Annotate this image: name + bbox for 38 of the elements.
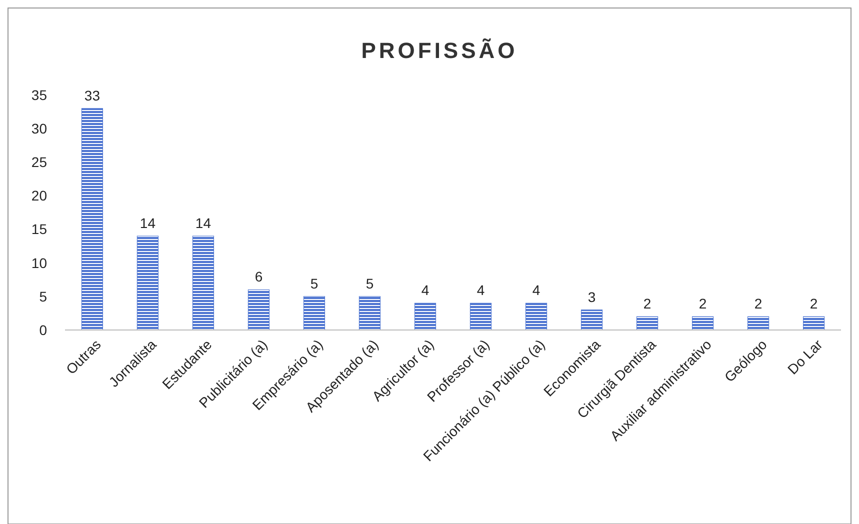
data-label: 14 [195,215,212,231]
data-label: 33 [84,87,100,104]
data-label: 4 [421,282,430,298]
y-tick-label: 15 [31,221,48,238]
bar [580,310,603,330]
data-label: 2 [698,296,707,312]
bar [136,236,159,330]
y-tick-label: 25 [31,154,48,170]
bar [747,316,770,330]
data-label: 14 [140,215,156,231]
data-label: 4 [532,282,540,298]
bar [414,302,436,330]
bar [248,289,270,330]
chart-title: PROFISSÃO [361,38,518,63]
bar [192,236,214,330]
bar [803,316,825,330]
bar [470,302,492,330]
bar [636,316,658,330]
y-tick-label: 30 [31,120,48,136]
bar [358,296,381,330]
bar [303,296,326,330]
bar [81,108,103,330]
y-tick-label: 10 [31,254,48,271]
data-label: 2 [754,296,762,312]
data-label: 4 [476,282,485,298]
data-label: 5 [366,275,374,292]
x-tick-label: Do Lar [784,336,826,378]
data-label: 6 [254,268,263,285]
bar [525,302,548,330]
y-tick-label: 5 [39,288,48,304]
data-label: 5 [310,275,318,292]
data-label: 2 [810,296,818,312]
y-tick-label: 0 [39,322,48,338]
data-label: 3 [588,288,596,305]
bar [692,316,714,330]
y-tick-label: 35 [31,86,48,103]
y-tick-label: 20 [31,188,48,204]
data-label: 2 [643,296,652,312]
